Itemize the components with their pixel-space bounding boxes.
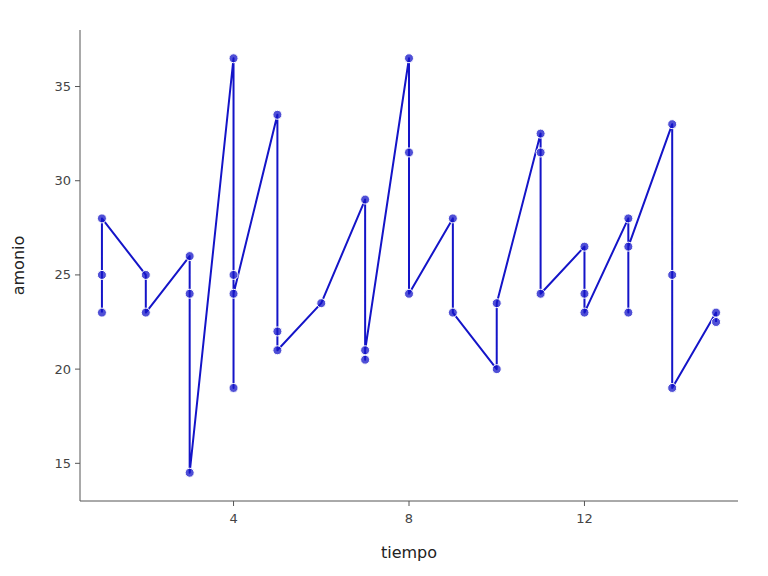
data-point	[624, 242, 633, 251]
x-tick	[584, 501, 585, 506]
data-point	[712, 308, 721, 317]
data-point	[492, 365, 501, 374]
data-point	[229, 289, 238, 298]
data-point	[624, 308, 633, 317]
data-point	[229, 54, 238, 63]
data-point	[536, 148, 545, 157]
data-point	[229, 270, 238, 279]
y-tick	[75, 274, 80, 275]
chart: 4 8 12 15 20 25 30 35 tiempo amonio	[0, 0, 768, 576]
data-point	[273, 327, 282, 336]
y-axis-title: amonio	[9, 236, 28, 296]
x-tick	[409, 501, 410, 506]
data-point	[141, 308, 150, 317]
data-point	[668, 270, 677, 279]
data-point	[97, 214, 106, 223]
y-tick	[75, 463, 80, 464]
y-tick	[75, 86, 80, 87]
data-point	[405, 148, 414, 157]
data-point	[317, 299, 326, 308]
data-point	[580, 289, 589, 298]
y-tick	[75, 180, 80, 181]
data-point	[361, 195, 370, 204]
x-tick-label: 12	[576, 511, 593, 526]
data-point	[273, 110, 282, 119]
x-axis-title: tiempo	[381, 543, 437, 562]
data-point	[668, 383, 677, 392]
y-tick-label: 35	[54, 79, 71, 94]
data-point	[624, 214, 633, 223]
data-point	[405, 289, 414, 298]
y-tick-label: 20	[54, 362, 71, 377]
data-point	[580, 308, 589, 317]
data-point	[229, 383, 238, 392]
data-point	[448, 308, 457, 317]
y-tick	[75, 369, 80, 370]
y-tick-label: 30	[54, 173, 71, 188]
data-point	[361, 346, 370, 355]
data-line	[102, 58, 716, 472]
x-tick	[233, 501, 234, 506]
y-tick-label: 25	[54, 267, 71, 282]
plot-area	[97, 54, 720, 477]
data-point	[273, 346, 282, 355]
data-point	[97, 308, 106, 317]
data-point	[536, 129, 545, 138]
data-point	[492, 299, 501, 308]
data-point	[141, 270, 150, 279]
data-point	[536, 289, 545, 298]
x-tick-label: 4	[229, 511, 237, 526]
data-point	[185, 468, 194, 477]
data-point	[185, 252, 194, 261]
data-point	[361, 355, 370, 364]
y-axis-line	[80, 30, 81, 501]
data-point	[580, 242, 589, 251]
data-point	[185, 289, 194, 298]
y-tick-label: 15	[54, 456, 71, 471]
data-point	[97, 270, 106, 279]
x-tick-label: 8	[405, 511, 413, 526]
data-point	[448, 214, 457, 223]
data-point	[712, 318, 721, 327]
data-point	[668, 120, 677, 129]
data-point	[405, 54, 414, 63]
